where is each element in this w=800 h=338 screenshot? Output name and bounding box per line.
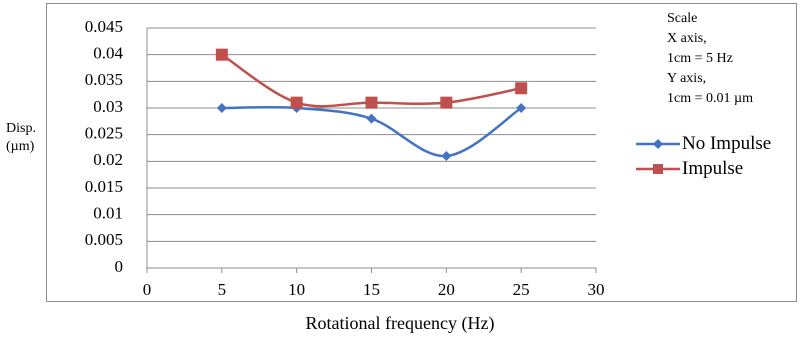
data-point-impulse [365,96,378,109]
y-tick-label: 0.035 [85,70,123,89]
data-point-impulse [215,48,228,61]
data-point-impulse [515,82,528,95]
x-tick-label: 0 [143,280,152,299]
y-tick-label: 0.01 [93,204,123,223]
x-tick-label: 25 [513,280,530,299]
y-tick-label: 0 [115,257,124,276]
legend-item-impulse: Impulse [636,158,743,180]
chart-frame [46,3,797,302]
data-point-no-impulse [441,151,452,161]
legend-item-no-impulse: No Impulse [636,133,771,155]
y-tick-label: 0.025 [85,124,123,143]
y-tick-label: 0.04 [93,44,123,63]
y-tick-label: 0.03 [93,97,123,116]
data-point-no-impulse [516,103,527,113]
x-tick-label: 10 [288,280,305,299]
annotation-line-3: 1cm = 5 Hz [667,51,733,66]
y-axis-label-line-2: (µm) [6,139,35,154]
x-tick-label: 20 [438,280,455,299]
y-tick-label: 0.005 [85,230,123,249]
annotation-line-1: Scale [667,11,698,26]
data-point-no-impulse [366,113,377,124]
annotation-line-4: Y axis, [667,71,707,86]
legend-swatch-impulse [636,164,680,174]
legend-label-impulse: Impulse [682,158,744,179]
y-axis-label-line-1: Disp. [6,121,36,136]
y-tick-label: 0.02 [93,150,123,169]
x-axis-title: Rotational frequency (Hz) [305,313,495,333]
annotation-line-5: 1cm = 0.01 µm [667,91,753,106]
legend-swatch-no-impulse [636,139,680,149]
data-point-impulse [290,96,303,109]
y-tick-label: 0.015 [85,177,123,196]
data-point-no-impulse [216,103,227,113]
x-tick-label: 5 [218,280,227,299]
y-tick-label: 0.045 [85,17,123,36]
x-tick-label: 30 [588,280,605,299]
annotation-line-2: X axis, [667,31,707,46]
data-point-impulse [440,96,453,109]
x-tick-label: 15 [363,280,380,299]
legend-label-no-impulse: No Impulse [682,133,772,154]
